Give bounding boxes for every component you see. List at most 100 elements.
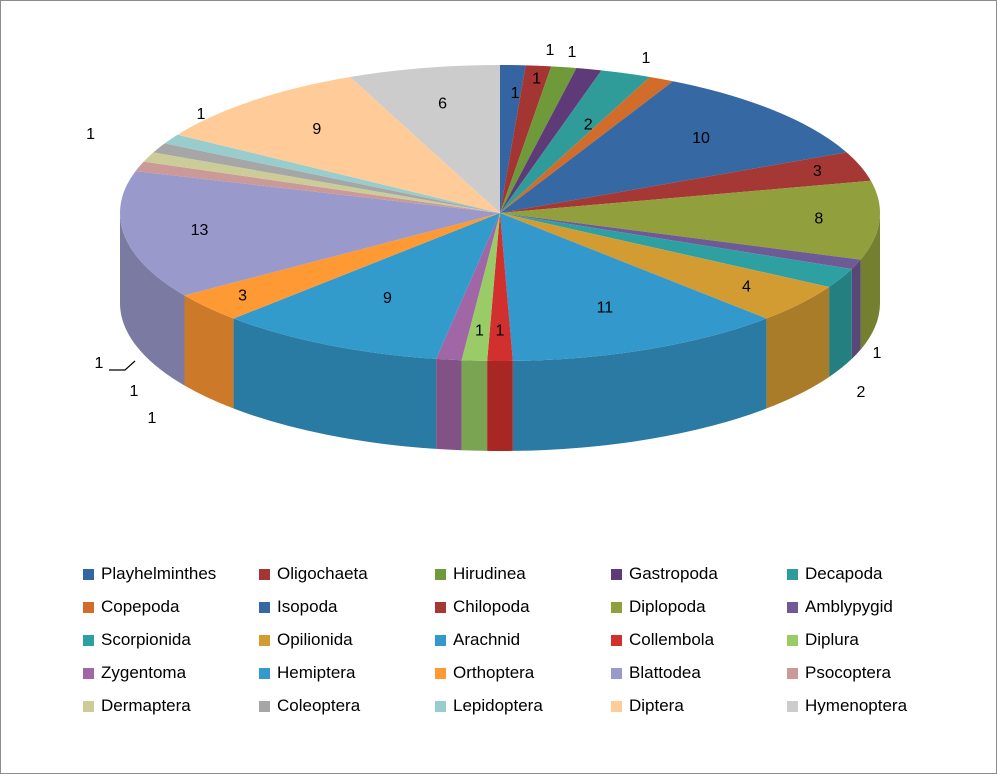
data-label-blattodea: 13 xyxy=(191,222,209,239)
legend-label: Psocoptera xyxy=(805,663,891,682)
data-label-oligochaeta: 1 xyxy=(532,70,541,87)
legend-label: Chilopoda xyxy=(453,597,530,616)
pie-sides xyxy=(120,213,880,451)
legend-item-hymenoptera: Hymenoptera xyxy=(787,695,963,717)
data-label-dermaptera: 1 xyxy=(95,355,104,372)
legend-swatch xyxy=(435,634,446,646)
legend-swatch xyxy=(259,568,270,580)
legend-item-diplopoda: Diplopoda xyxy=(611,596,787,618)
legend-swatch xyxy=(787,568,798,580)
slice-arachnid xyxy=(500,213,767,361)
data-label-amblypygid: 1 xyxy=(873,345,882,362)
slice-diptera xyxy=(177,76,500,213)
legend-item-isopoda: Isopoda xyxy=(259,596,435,618)
legend-item-oligochaeta: Oligochaeta xyxy=(259,563,435,585)
legend-item-diptera: Diptera xyxy=(611,695,787,717)
slice-side-diplopoda xyxy=(860,213,880,350)
legend-item-dermaptera: Dermaptera xyxy=(83,695,259,717)
legend-swatch xyxy=(787,601,798,613)
legend-swatch xyxy=(435,601,446,613)
slice-side-diplura xyxy=(461,360,488,451)
data-label-scorpionida: 2 xyxy=(857,384,866,401)
slice-copepoda xyxy=(500,76,674,213)
legend-swatch xyxy=(787,667,798,679)
slice-side-orthoptera xyxy=(184,295,234,409)
data-label-psocoptera: 1 xyxy=(130,383,139,400)
slice-zygentoma xyxy=(436,213,500,361)
legend-swatch xyxy=(83,667,94,679)
slice-side-opilionida xyxy=(766,287,830,409)
slice-side-hemiptera xyxy=(233,318,437,449)
slice-opilionida xyxy=(500,213,830,319)
slice-coleoptera xyxy=(153,143,500,213)
data-label-hymenoptera: 6 xyxy=(438,95,447,112)
legend-item-coleoptera: Coleoptera xyxy=(259,695,435,717)
legend-label: Blattodea xyxy=(629,663,701,682)
slice-oligochaeta xyxy=(500,65,552,213)
data-label-decapoda: 2 xyxy=(584,116,593,133)
slice-hirudinea xyxy=(500,66,577,214)
legend-swatch xyxy=(83,700,94,712)
slice-hemiptera xyxy=(233,213,500,359)
legend-swatch xyxy=(83,568,94,580)
legend-label: Gastropoda xyxy=(629,564,718,583)
slice-chilopoda xyxy=(500,152,871,213)
data-label-diplura: 1 xyxy=(475,322,484,339)
slice-scorpionida xyxy=(500,213,852,287)
slice-dermaptera xyxy=(143,152,501,213)
legend-item-amblypygid: Amblypygid xyxy=(787,596,963,618)
data-label-collembola: 1 xyxy=(496,323,505,340)
data-label-diplopoda: 8 xyxy=(814,211,823,228)
legend-item-orthoptera: Orthoptera xyxy=(435,662,611,684)
legend-swatch xyxy=(259,700,270,712)
slice-collembola xyxy=(487,213,513,361)
legend-label: Decapoda xyxy=(805,564,883,583)
slice-diplura xyxy=(461,213,500,361)
data-label-lepidoptera: 1 xyxy=(197,106,206,123)
data-label-opilionida: 4 xyxy=(742,279,751,296)
slice-diplopoda xyxy=(500,180,880,260)
legend-item-gastropoda: Gastropoda xyxy=(611,563,787,585)
legend-item-collembola: Collembola xyxy=(611,629,787,651)
legend-label: Oligochaeta xyxy=(277,564,368,583)
legend-swatch xyxy=(611,634,622,646)
legend-swatch xyxy=(787,700,798,712)
legend-label: Copepoda xyxy=(101,597,180,616)
data-label-chilopoda: 3 xyxy=(813,163,822,180)
slice-blattodea xyxy=(120,171,501,296)
data-label-isopoda: 10 xyxy=(692,130,710,147)
slice-psocoptera xyxy=(135,161,500,213)
legend-swatch xyxy=(435,568,446,580)
legend-label: Coleoptera xyxy=(277,696,361,715)
legend-label: Hymenoptera xyxy=(805,696,908,715)
legend-label: Orthoptera xyxy=(453,663,535,682)
legend-item-copepoda: Copepoda xyxy=(83,596,259,618)
data-label-diptera: 9 xyxy=(312,121,321,138)
legend-label: Collembola xyxy=(629,630,715,649)
legend: Playhelminthes Oligochaeta Hirudinea Gastro… xyxy=(83,563,963,717)
legend-swatch xyxy=(787,634,798,646)
slice-side-arachnid xyxy=(512,318,767,451)
legend-label: Lepidoptera xyxy=(453,696,543,715)
data-label-hemiptera: 9 xyxy=(383,290,392,307)
legend-swatch xyxy=(435,700,446,712)
legend-label: Scorpionida xyxy=(101,630,191,649)
legend-label: Amblypygid xyxy=(805,597,893,616)
legend-label: Diplopoda xyxy=(629,597,706,616)
legend-item-diplura: Diplura xyxy=(787,629,963,651)
legend-item-hemiptera: Hemiptera xyxy=(259,662,435,684)
leader-lines xyxy=(109,360,136,371)
legend-item-playhelminthes: Playhelminthes xyxy=(83,563,259,585)
legend-label: Zygentoma xyxy=(101,663,187,682)
data-label-orthoptera: 3 xyxy=(238,287,247,304)
legend-label: Arachnid xyxy=(453,630,521,649)
legend-item-chilopoda: Chilopoda xyxy=(435,596,611,618)
legend-item-lepidoptera: Lepidoptera xyxy=(435,695,611,717)
legend-swatch xyxy=(83,601,94,613)
legend-label: Playhelminthes xyxy=(101,564,217,583)
pie-tops xyxy=(120,65,880,361)
legend-swatch xyxy=(611,700,622,712)
